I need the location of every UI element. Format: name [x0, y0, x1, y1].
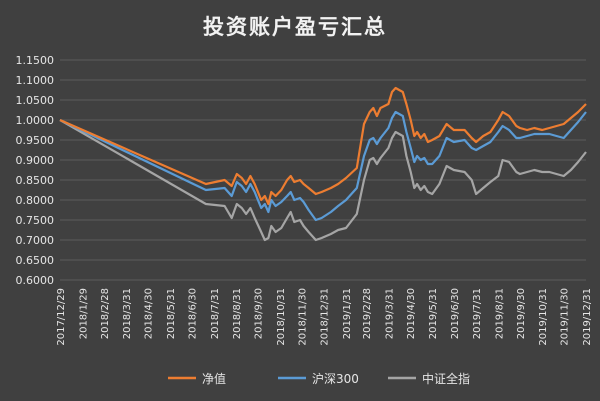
legend-label: 中证全指 — [422, 371, 470, 386]
y-tick-label: 0.9500 — [16, 134, 55, 147]
y-tick-label: 0.7500 — [16, 214, 55, 227]
y-axis: 1.1500 1.1000 1.0500 1.0000 0.9500 0.9000 0.85… — [16, 54, 55, 287]
legend-label: 沪深300 — [312, 372, 359, 386]
x-tick-label: 2018/6/30 — [188, 288, 199, 339]
x-tick-label: 2018/8/31 — [232, 288, 243, 339]
grid-lines — [60, 59, 586, 281]
x-tick-label: 2019/9/30 — [516, 288, 527, 339]
y-tick-label: 0.6500 — [16, 254, 55, 267]
x-tick-label: 2018/2/28 — [100, 288, 111, 339]
series-lines — [59, 86, 587, 242]
x-tick-label: 2019/3/31 — [384, 288, 395, 339]
x-tick-label: 2018/10/31 — [276, 288, 287, 346]
x-tick-label: 2018/11/30 — [297, 288, 308, 346]
legend-label: 净值 — [202, 371, 226, 386]
x-tick-label: 2019/12/31 — [582, 288, 593, 346]
x-tick-label: 2019/7/31 — [472, 288, 483, 339]
x-tick-label: 2019/2/28 — [362, 288, 373, 339]
y-tick-label: 0.6000 — [16, 274, 55, 287]
y-tick-label: 0.9000 — [16, 154, 55, 167]
y-tick-label: 0.7000 — [16, 234, 55, 247]
x-tick-label: 2019/10/31 — [538, 288, 549, 346]
series-line — [59, 110, 587, 222]
y-tick-label: 0.8500 — [16, 174, 55, 187]
x-tick-label: 2017/12/29 — [56, 288, 67, 346]
y-tick-label: 1.0000 — [16, 114, 55, 127]
x-tick-label: 2018/7/31 — [210, 288, 221, 339]
x-tick-label: 2019/1/31 — [342, 288, 353, 339]
y-tick-label: 1.1500 — [16, 54, 55, 67]
x-tick-label: 2018/9/30 — [254, 288, 265, 339]
x-tick-label: 2018/3/31 — [122, 288, 133, 339]
x-tick-label: 2019/4/30 — [406, 288, 417, 339]
x-tick-label: 2019/11/30 — [560, 288, 571, 346]
series-line — [59, 119, 587, 242]
x-tick-label: 2018/1/29 — [78, 288, 89, 339]
x-tick-label: 2019/8/31 — [494, 288, 505, 339]
x-tick-label: 2019/6/30 — [450, 288, 461, 339]
chart-title: 投资账户盈亏汇总 — [203, 14, 387, 39]
x-tick-label: 2019/5/31 — [428, 288, 439, 339]
x-tick-label: 2018/5/31 — [166, 288, 177, 339]
x-axis: 2017/12/29 2018/1/29 2018/2/28 2018/3/31 201… — [56, 288, 593, 346]
y-tick-label: 0.8000 — [16, 194, 55, 207]
x-tick-label: 2018/4/30 — [144, 288, 155, 339]
x-tick-label: 2018/12/31 — [320, 288, 331, 346]
series-line — [59, 86, 587, 206]
y-tick-label: 1.1000 — [16, 74, 55, 87]
legend: 净值 沪深300 中证全指 — [168, 371, 470, 386]
y-tick-label: 1.0500 — [16, 94, 55, 107]
